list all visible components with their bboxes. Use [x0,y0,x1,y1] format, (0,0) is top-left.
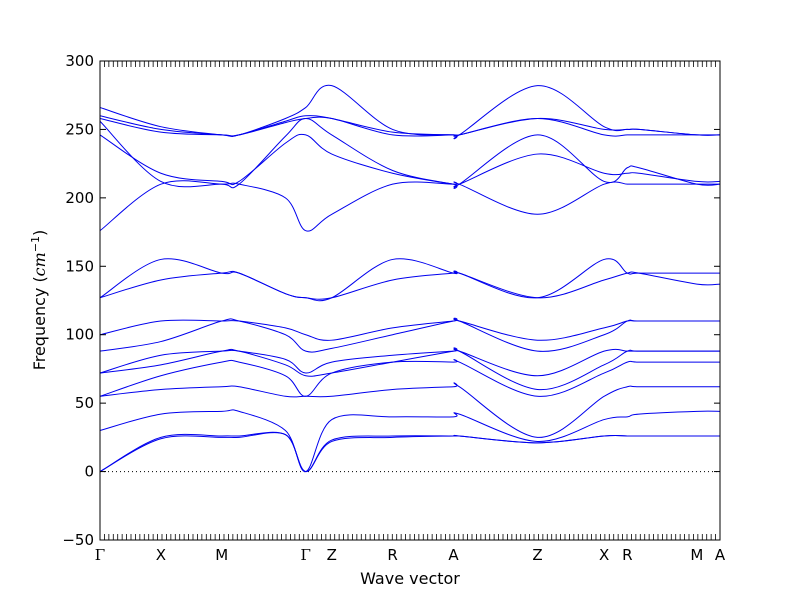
band-line-9 [99,318,720,341]
y-axis-label: Frequency (cm−1) [29,230,49,371]
band-line-14 [99,117,721,189]
y-tick-label: 300 [65,52,94,70]
band-line-11 [99,258,720,302]
y-axis-label-close: ) [30,230,49,236]
band-line-2 [99,431,720,473]
y-tick-label: 50 [75,394,94,412]
band-line-4 [99,382,720,438]
band-line-5 [99,359,720,397]
x-tick-label: Γ [300,546,310,564]
y-tick-label: −50 [62,531,94,549]
x-tick-label: R [622,546,632,564]
y-tick-label: 100 [65,326,94,344]
band-line-10 [99,270,721,300]
band-line-3 [99,409,721,473]
x-tick-label: M [215,546,228,564]
x-tick-label: M [690,546,703,564]
x-tick-label: R [387,546,397,564]
x-tick-label: X [156,546,166,564]
band-line-8 [99,317,720,353]
x-tick-label: A [715,546,726,564]
band-line-6 [99,347,721,390]
y-axis-ticks: −50 0 50 100 150 200 250 300 [62,52,720,549]
x-tick-label: A [448,546,459,564]
band-line-7 [99,348,721,377]
x-tick-label: Z [327,546,337,564]
x-tick-label: X [599,546,609,564]
y-tick-label: 200 [65,189,94,207]
y-tick-label: 0 [84,463,94,481]
y-axis-label-unit: cm [30,252,49,276]
y-axis-label-exponent: −1 [29,236,42,252]
band-line-12 [99,180,720,232]
y-tick-label: 150 [65,257,94,275]
plot-content [99,84,721,473]
x-tick-label: Γ [95,546,105,564]
y-axis-label-text: Frequency ( [30,276,49,370]
x-axis-label: Wave vector [360,569,460,588]
band-line-17 [99,84,721,140]
x-tick-label: Z [532,546,542,564]
y-tick-label: 250 [65,120,94,138]
